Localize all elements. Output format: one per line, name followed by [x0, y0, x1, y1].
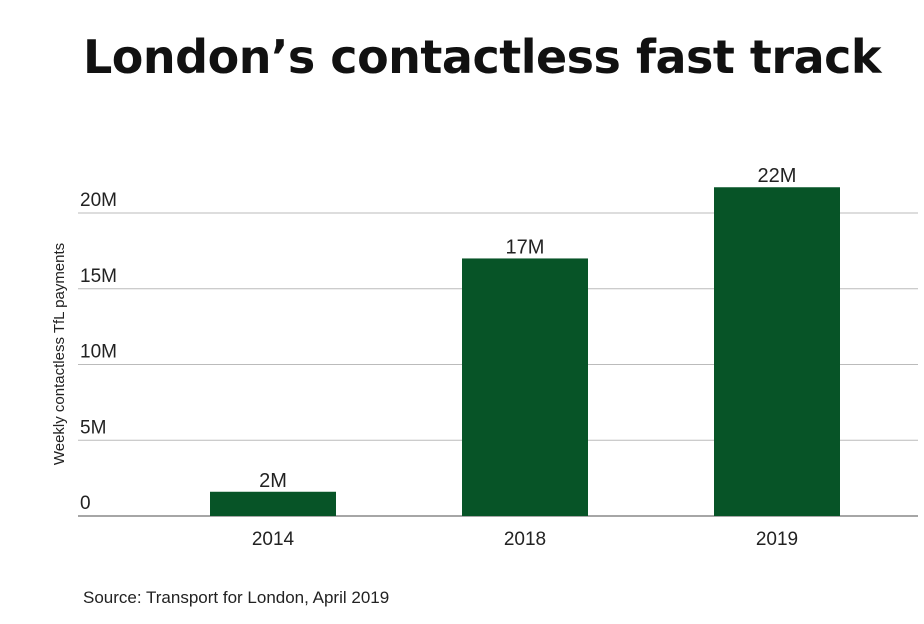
chart-title: London’s contactless fast track [83, 30, 881, 84]
y-tick-label: 15M [80, 266, 117, 287]
y-axis-label: Weekly contactless TfL payments [51, 243, 68, 465]
data-label: 17M [506, 236, 545, 258]
bar [462, 258, 588, 516]
labels: 0 5M 10M 15M 20M 2M 2014 17M 2018 22M 2019 [80, 165, 798, 550]
y-tick-label: 5M [80, 417, 106, 438]
data-label: 2M [259, 470, 287, 492]
bar [714, 187, 840, 516]
bar [210, 491, 336, 516]
data-label: 22M [758, 165, 797, 187]
x-tick-label: 2018 [504, 529, 546, 550]
y-tick-label: 20M [80, 190, 117, 211]
y-tick-label: 0 [80, 493, 91, 514]
y-tick-label: 10M [80, 342, 117, 363]
x-tick-label: 2014 [252, 529, 295, 550]
bar-chart: 0 5M 10M 15M 20M 2M 2014 17M 2018 22M 2019 Weekly … [51, 165, 918, 550]
x-tick-label: 2019 [756, 529, 798, 550]
source-note: Source: Transport for London, April 2019 [83, 588, 390, 607]
bars [210, 187, 840, 516]
